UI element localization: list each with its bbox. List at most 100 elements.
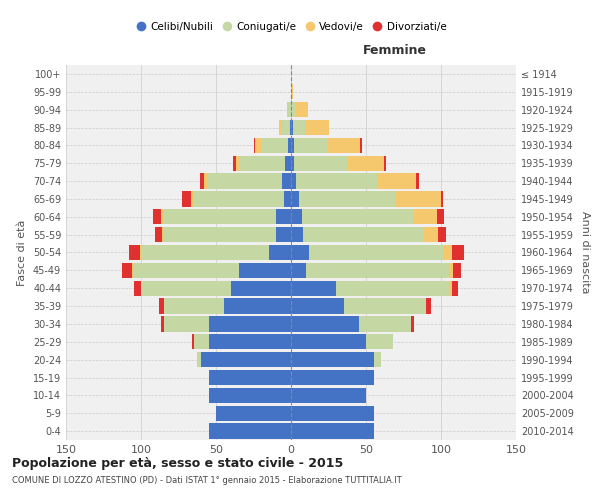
Bar [423,227,438,242]
Bar [282,120,290,135]
Bar [285,156,291,171]
Bar [452,280,458,296]
Bar [437,209,444,224]
Bar [282,174,291,188]
Bar [133,280,141,296]
Bar [373,352,381,367]
Bar [291,298,343,314]
Bar [133,263,239,278]
Bar [207,174,282,188]
Text: COMUNE DI LOZZO ATESTINO (PD) - Dati ISTAT 1° gennaio 2015 - Elaborazione TUTTIT: COMUNE DI LOZZO ATESTINO (PD) - Dati IST… [12,476,402,485]
Bar [163,316,209,332]
Bar [163,227,276,242]
Text: Popolazione per età, sesso e stato civile - 2015: Popolazione per età, sesso e stato civil… [12,458,343,470]
Bar [235,156,240,171]
Bar [269,245,291,260]
Bar [162,227,163,242]
Bar [306,263,449,278]
Bar [291,192,299,206]
Bar [223,298,291,314]
Bar [291,406,373,421]
Bar [231,280,291,296]
Bar [209,370,291,385]
Text: Femmine: Femmine [362,44,427,58]
Bar [193,334,209,349]
Bar [378,174,415,188]
Bar [279,120,282,135]
Bar [444,245,452,260]
Bar [294,156,347,171]
Bar [255,138,261,153]
Bar [132,263,133,278]
Bar [291,138,294,153]
Bar [193,192,284,206]
Bar [291,84,293,100]
Bar [191,192,193,206]
Bar [216,406,291,421]
Bar [254,138,255,153]
Bar [411,316,414,332]
Bar [293,120,305,135]
Bar [261,138,288,153]
Bar [449,263,453,278]
Bar [291,245,309,260]
Bar [121,263,132,278]
Bar [359,316,411,332]
Bar [291,102,296,117]
Bar [233,156,235,171]
Bar [291,227,303,242]
Bar [291,280,336,296]
Bar [291,424,373,438]
Bar [201,352,291,367]
Bar [182,192,191,206]
Bar [294,138,327,153]
Bar [284,192,291,206]
Bar [276,209,291,224]
Bar [396,192,441,206]
Bar [384,156,386,171]
Bar [291,316,359,332]
Bar [199,174,204,188]
Bar [305,120,329,135]
Bar [192,334,193,349]
Bar [303,227,423,242]
Y-axis label: Anni di nascita: Anni di nascita [580,211,590,294]
Bar [291,209,302,224]
Bar [360,138,361,153]
Bar [291,370,373,385]
Bar [414,209,437,224]
Bar [426,298,431,314]
Bar [296,174,378,188]
Bar [291,388,366,403]
Bar [197,352,201,367]
Bar [291,352,373,367]
Bar [209,334,291,349]
Bar [299,192,396,206]
Legend: Celibi/Nubili, Coniugati/e, Vedovi/e, Divorziati/e: Celibi/Nubili, Coniugati/e, Vedovi/e, Di… [131,18,451,36]
Bar [209,424,291,438]
Bar [438,227,445,242]
Bar [139,245,141,260]
Bar [141,245,269,260]
Bar [161,316,163,332]
Bar [366,334,393,349]
Bar [155,227,162,242]
Bar [327,138,360,153]
Bar [161,209,163,224]
Bar [343,298,426,314]
Bar [204,174,207,188]
Bar [296,102,308,117]
Bar [163,209,276,224]
Bar [453,263,461,278]
Bar [291,174,296,188]
Bar [291,263,306,278]
Bar [287,102,288,117]
Bar [209,388,291,403]
Bar [441,192,443,206]
Bar [240,156,285,171]
Bar [291,156,294,171]
Bar [291,120,293,135]
Y-axis label: Fasce di età: Fasce di età [17,220,27,286]
Bar [415,174,419,188]
Bar [290,120,291,135]
